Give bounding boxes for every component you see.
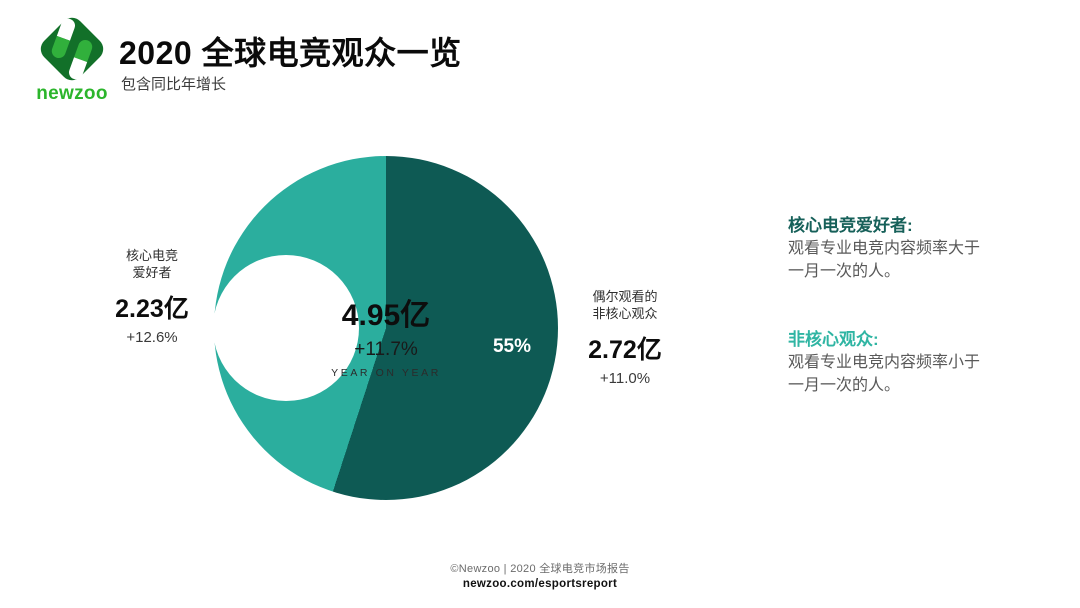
page-title: 2020 全球电竞观众一览 xyxy=(119,35,462,71)
stat-occasional-growth: +11.0% xyxy=(599,370,651,388)
definition-body-1-line1: 观看专业电竞内容频率大于 xyxy=(788,240,981,257)
total-growth-caption: YEAR ON YEAR xyxy=(331,367,441,379)
footer-url: newzoo.com/esportsreport xyxy=(462,578,618,590)
definition-heading-2: 非核心观众: xyxy=(788,330,879,350)
page-subtitle: 包含同比年增长 xyxy=(121,76,227,93)
stat-enthusiasts-label-line2: 爱好者 xyxy=(132,265,172,281)
stat-occasional: 偶尔观看的 非核心观众 2.72亿 +11.0% xyxy=(545,288,705,387)
definition-body-1-line2: 一月一次的人。 xyxy=(788,262,901,280)
stat-occasional-label: 偶尔观看的 非核心观众 xyxy=(545,288,705,322)
stat-enthusiasts-growth: +12.6% xyxy=(126,329,178,347)
stat-enthusiasts: 核心电竞 爱好者 2.23亿 +12.6% xyxy=(72,247,232,346)
stat-enthusiasts-label: 核心电竞 爱好者 xyxy=(72,247,232,281)
definition-body-2-line1: 观看专业电竞内容频率小于 xyxy=(788,354,981,372)
definition-body-1: 观看专业电竞内容频率大于 一月一次的人。 xyxy=(788,238,1038,283)
footer-credit: ©Newzoo | 2020 全球电竞市场报告 xyxy=(450,563,630,575)
total-audience-value: 4.95亿 xyxy=(341,299,431,332)
slice-label-enthusiasts: 45% xyxy=(248,297,288,318)
stat-occasional-label-line2: 非核心观众 xyxy=(592,306,658,322)
donut-hole xyxy=(213,255,359,401)
definition-enthusiasts: 核心电竞爱好者: 观看专业电竞内容频率大于 一月一次的人。 xyxy=(788,211,1038,283)
total-growth: +11.7% xyxy=(354,339,418,360)
definition-body-2: 观看专业电竞内容频率小于 一月一次的人。 xyxy=(788,352,1038,397)
slice-label-occasional: 55% xyxy=(492,336,532,357)
definition-heading-1: 核心电竞爱好者: xyxy=(788,216,913,235)
stat-enthusiasts-value: 2.23亿 xyxy=(115,295,189,324)
definition-occasional: 非核心观众: 观看专业电竞内容频率小于 一月一次的人。 xyxy=(788,325,1038,397)
footer: ©Newzoo | 2020 全球电竞市场报告 newzoo.com/espor… xyxy=(0,560,1080,590)
stat-enthusiasts-label-line1: 核心电竞 xyxy=(125,248,178,263)
newzoo-wordmark: newzoo xyxy=(36,83,108,104)
newzoo-logo-icon xyxy=(40,16,104,82)
stat-occasional-value: 2.72亿 xyxy=(588,336,662,365)
donut-center: 4.95亿 +11.7% YEAR ON YEAR xyxy=(306,290,466,379)
definition-body-2-line2: 一月一次的人。 xyxy=(788,377,901,395)
stat-occasional-label-line1: 偶尔观看的 xyxy=(592,289,658,304)
definitions-panel: 核心电竞爱好者: 观看专业电竞内容频率大于 一月一次的人。 非核心观众: 观看专… xyxy=(788,211,1038,398)
newzoo-logo: newzoo xyxy=(26,8,118,105)
